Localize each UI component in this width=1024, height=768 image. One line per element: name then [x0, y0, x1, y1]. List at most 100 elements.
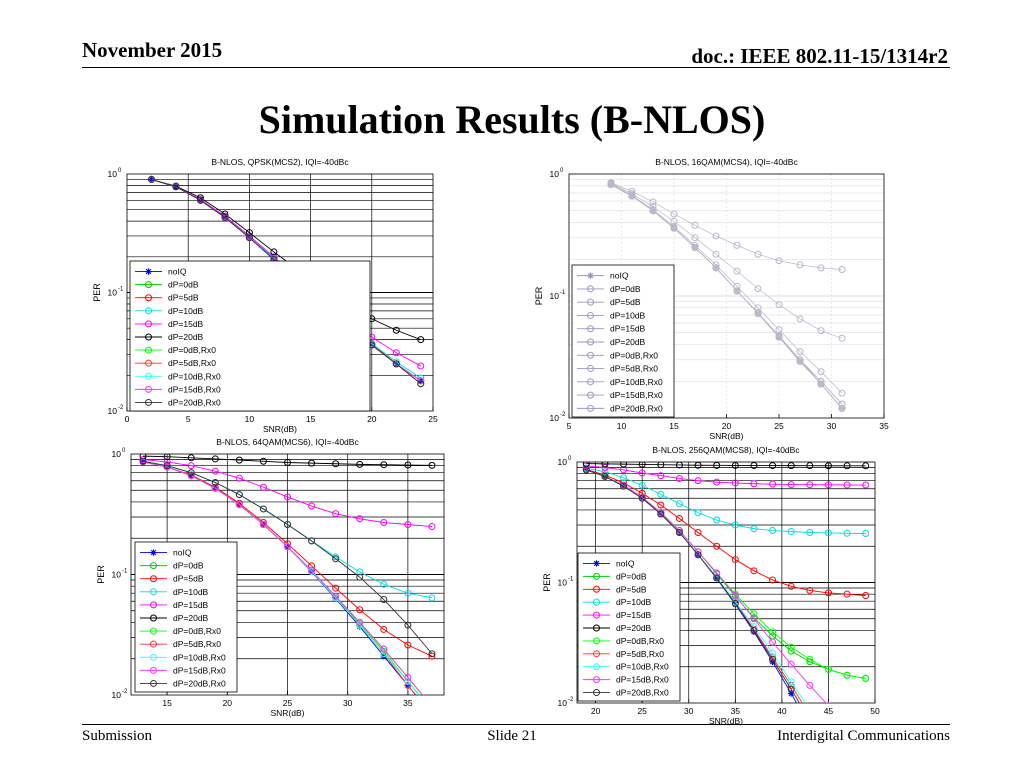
series-line [610, 184, 843, 405]
y-tick-label: 10 [112, 570, 122, 580]
legend-label: dP=0dB,Rx0 [173, 626, 221, 636]
data-point [694, 528, 702, 536]
slide-title: Simulation Results (B-NLOS) [258, 97, 766, 142]
data-point [211, 467, 219, 475]
data-point [356, 618, 364, 626]
x-axis-label: SNR(dB) [270, 708, 304, 718]
data-point [308, 459, 316, 467]
data-point [380, 650, 388, 658]
series-line [586, 467, 866, 534]
data-point [691, 221, 699, 229]
legend-label: dP=5dB,Rx0 [610, 364, 658, 374]
y-axis-label: PER [96, 565, 106, 584]
data-point [843, 590, 851, 598]
legend-label: dP=10dB [616, 597, 652, 607]
data-point [862, 481, 870, 489]
data-point [731, 479, 739, 487]
legend-marker [587, 378, 594, 386]
legend-label: dP=0dB [168, 280, 199, 290]
data-point [163, 462, 171, 470]
legend-marker [593, 663, 600, 671]
data-point [769, 480, 777, 488]
data-point [675, 462, 683, 469]
data-point [733, 287, 741, 295]
data-point [245, 234, 253, 242]
legend-marker [587, 298, 594, 306]
legend-label: dP=5dB,Rx0 [616, 649, 664, 659]
data-point [806, 681, 814, 689]
data-point [404, 641, 412, 649]
data-point [356, 568, 364, 576]
data-point [638, 469, 646, 477]
data-point [356, 460, 364, 468]
legend-marker [145, 307, 152, 315]
y-tick-exponent: -1 [560, 290, 566, 296]
data-point [775, 257, 783, 265]
data-point [607, 181, 615, 189]
data-point [638, 489, 646, 497]
legend-label: dP=5dB,Rx0 [168, 358, 216, 368]
data-point [235, 456, 243, 464]
data-point [731, 599, 739, 607]
data-point [694, 462, 702, 469]
data-point [796, 348, 804, 356]
data-point [712, 264, 720, 272]
data-point [843, 462, 851, 470]
legend-label: dP=10dB [173, 587, 209, 597]
legend-marker [150, 575, 157, 583]
legend-marker [145, 294, 152, 302]
data-point [754, 285, 762, 293]
data-point [392, 326, 400, 334]
legend-label: dP=0dB,Rx0 [610, 350, 658, 360]
data-point [862, 530, 870, 538]
legend-marker [593, 585, 600, 593]
footer-slide-number: Slide 21 [487, 728, 537, 744]
data-point [712, 232, 720, 240]
legend-label: noIQ [616, 558, 635, 568]
data-point [838, 404, 846, 412]
data-point [691, 234, 699, 242]
data-point [675, 500, 683, 508]
y-tick-label: 10 [550, 291, 560, 301]
x-tick-label: 15 [162, 698, 172, 708]
series-line [586, 465, 866, 486]
data-point [824, 462, 832, 470]
data-point [284, 543, 291, 551]
legend-marker [145, 359, 152, 367]
y-tick-label: 10 [108, 406, 118, 416]
series-group [139, 454, 436, 695]
x-tick-label: 10 [617, 421, 627, 431]
x-tick-label: 5 [186, 414, 191, 424]
data-point [796, 261, 804, 269]
data-point [670, 210, 678, 218]
data-point [332, 460, 340, 468]
data-point [620, 482, 628, 490]
y-axis-label: PER [92, 283, 102, 302]
x-tick-label: 30 [343, 698, 353, 708]
x-tick-label: 50 [870, 706, 880, 716]
data-point [817, 377, 825, 385]
legend-marker [587, 285, 594, 293]
data-point [754, 250, 762, 258]
data-point [649, 203, 657, 211]
series-group [607, 179, 846, 412]
data-point [211, 479, 219, 487]
data-point [796, 356, 804, 364]
data-point [769, 576, 777, 584]
legend-marker [145, 268, 152, 275]
legend-marker [150, 679, 157, 687]
data-point [733, 241, 741, 249]
x-tick-label: 35 [879, 421, 889, 431]
data-point [428, 461, 436, 469]
data-point [308, 566, 316, 574]
x-axis-label: SNR(dB) [263, 424, 297, 434]
y-tick-exponent: 0 [568, 456, 572, 462]
data-point [862, 462, 870, 470]
data-point [649, 198, 657, 206]
data-point [769, 462, 777, 470]
series-line [586, 468, 866, 596]
footer-divider [82, 724, 950, 725]
x-tick-label: 5 [567, 421, 572, 431]
legend-marker [150, 562, 157, 570]
legend-marker [145, 281, 152, 289]
